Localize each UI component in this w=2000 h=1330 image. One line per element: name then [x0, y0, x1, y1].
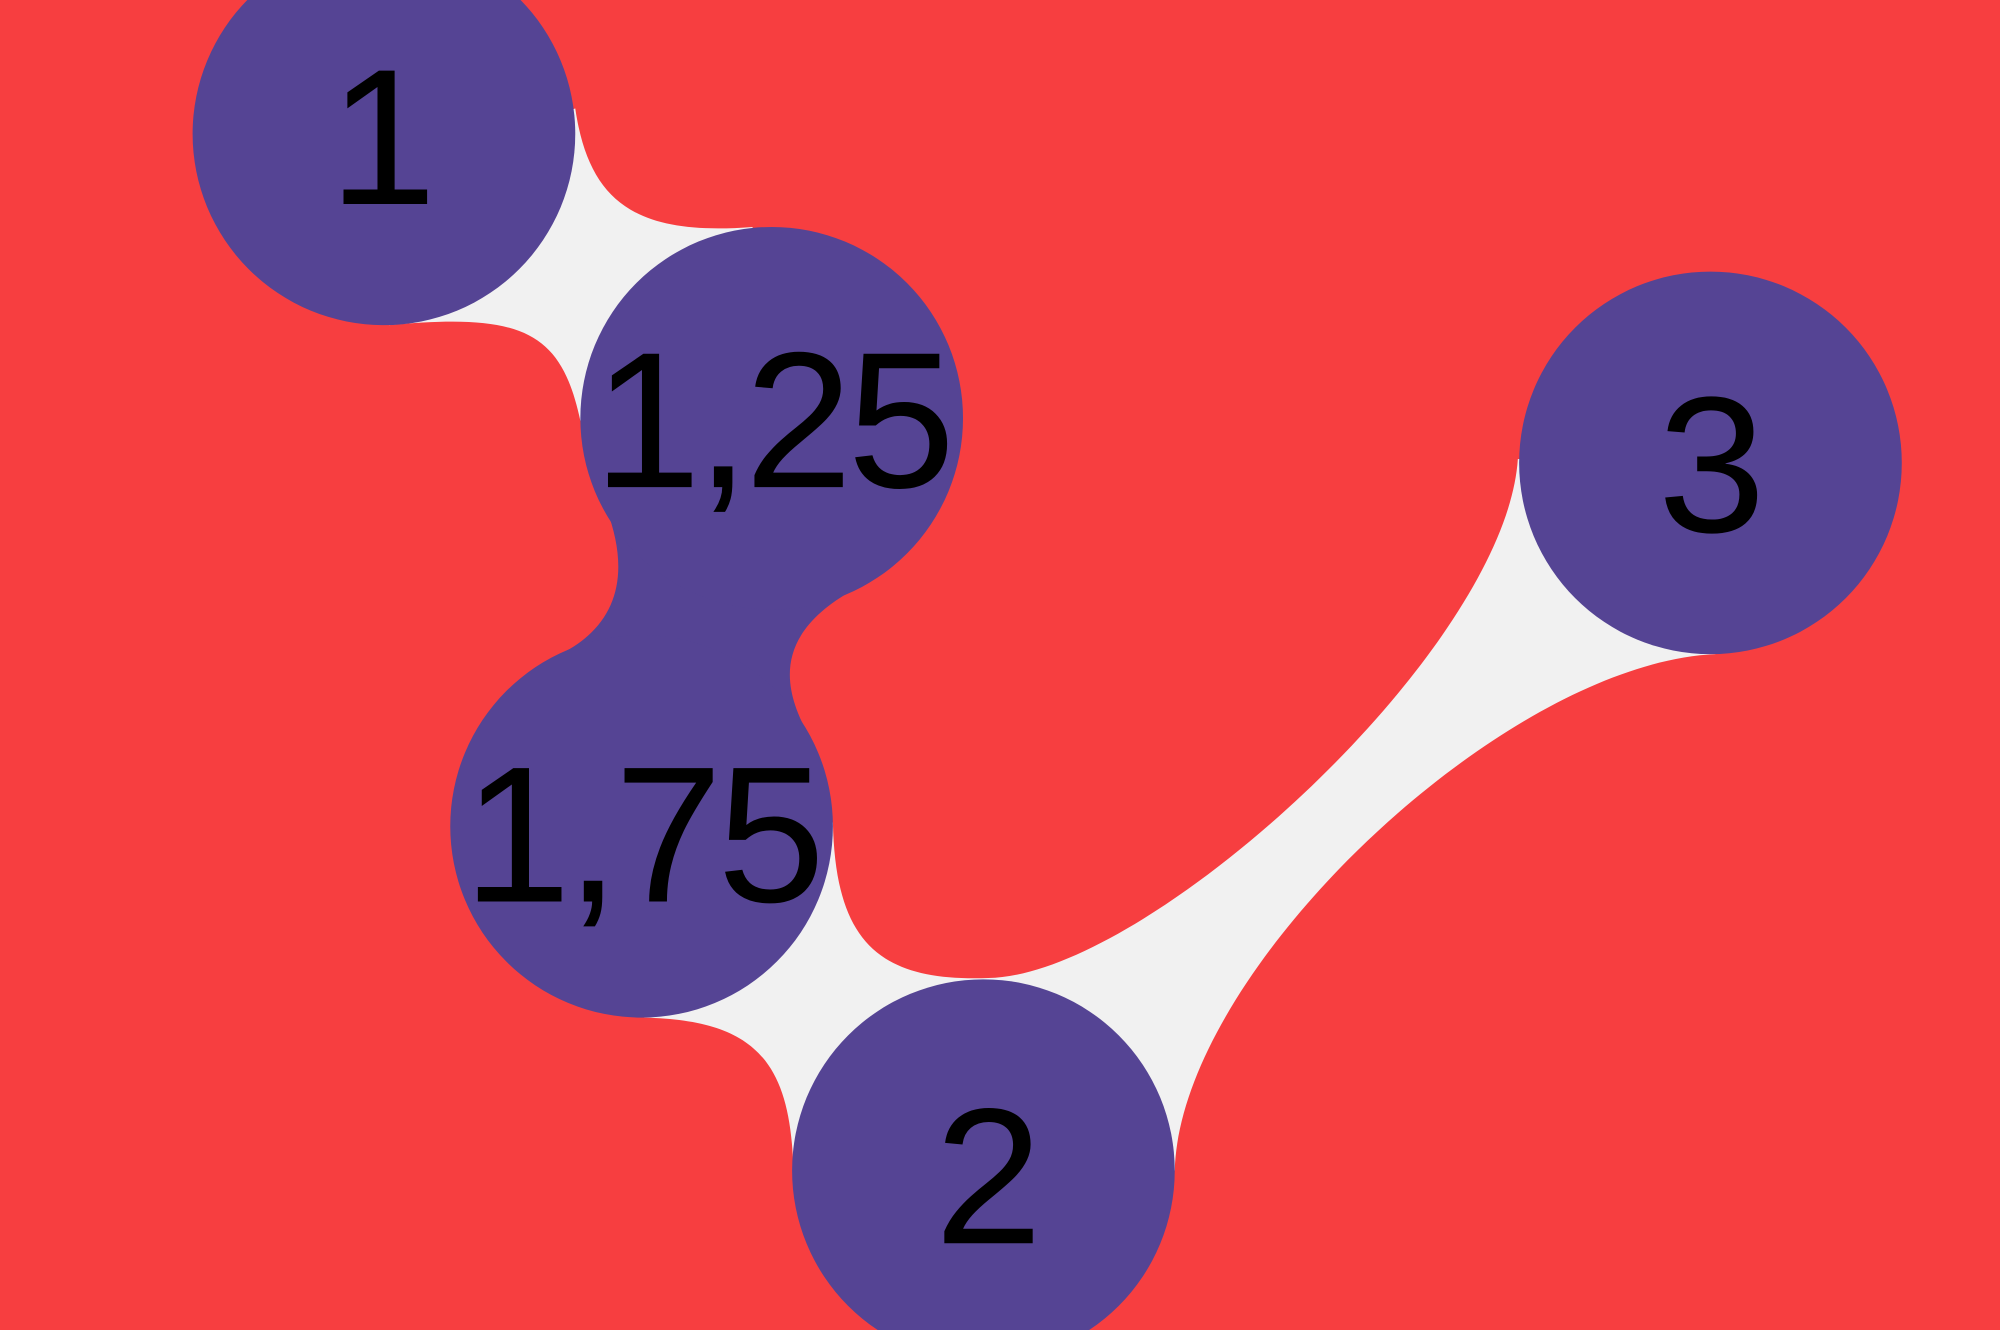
- node: [1519, 271, 1902, 655]
- node-label: 1,75: [463, 728, 820, 944]
- node: [792, 979, 1175, 1330]
- node: [450, 635, 833, 1018]
- node-label: 1: [329, 30, 432, 246]
- node: [580, 226, 964, 610]
- node-label: 3: [1658, 358, 1761, 574]
- connector: [983, 459, 1716, 1171]
- node-label: 2: [935, 1069, 1038, 1285]
- node-label: 1,25: [593, 313, 950, 529]
- node: [192, 0, 576, 326]
